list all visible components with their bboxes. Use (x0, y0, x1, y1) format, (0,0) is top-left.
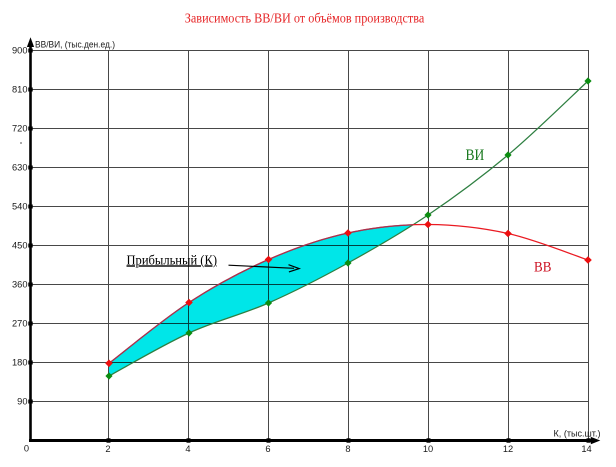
svg-text:ВВ: ВВ (534, 260, 551, 276)
svg-text:Зависимость ВВ/ВИ от объёмов п: Зависимость ВВ/ВИ от объёмов производств… (185, 10, 425, 25)
svg-text:Прибыльный (К): Прибыльный (К) (127, 253, 218, 268)
svg-text:ВИ: ВИ (466, 147, 485, 164)
svg-text:К, (тыс.шт.): К, (тыс.шт.) (554, 429, 601, 440)
svg-text:540: 540 (12, 202, 28, 212)
svg-text:270: 270 (12, 319, 28, 329)
svg-text:6: 6 (265, 444, 270, 454)
svg-text:0: 0 (24, 444, 29, 454)
svg-text:90: 90 (17, 397, 27, 407)
svg-text:720: 720 (12, 124, 28, 134)
svg-text:450: 450 (12, 241, 28, 251)
svg-text:ВВ/ВИ, (тыс.ден.ед.): ВВ/ВИ, (тыс.ден.ед.) (35, 40, 115, 51)
svg-text:180: 180 (12, 358, 28, 368)
svg-text:4: 4 (185, 444, 190, 454)
svg-text:900: 900 (12, 46, 28, 56)
svg-text:360: 360 (12, 280, 28, 290)
svg-text:2: 2 (105, 444, 110, 454)
svg-text:10: 10 (423, 444, 433, 454)
svg-text:8: 8 (345, 444, 350, 454)
svg-text:12: 12 (503, 444, 513, 454)
svg-text:630: 630 (12, 163, 28, 173)
svg-text:810: 810 (12, 85, 28, 95)
svg-text:14: 14 (581, 444, 591, 454)
